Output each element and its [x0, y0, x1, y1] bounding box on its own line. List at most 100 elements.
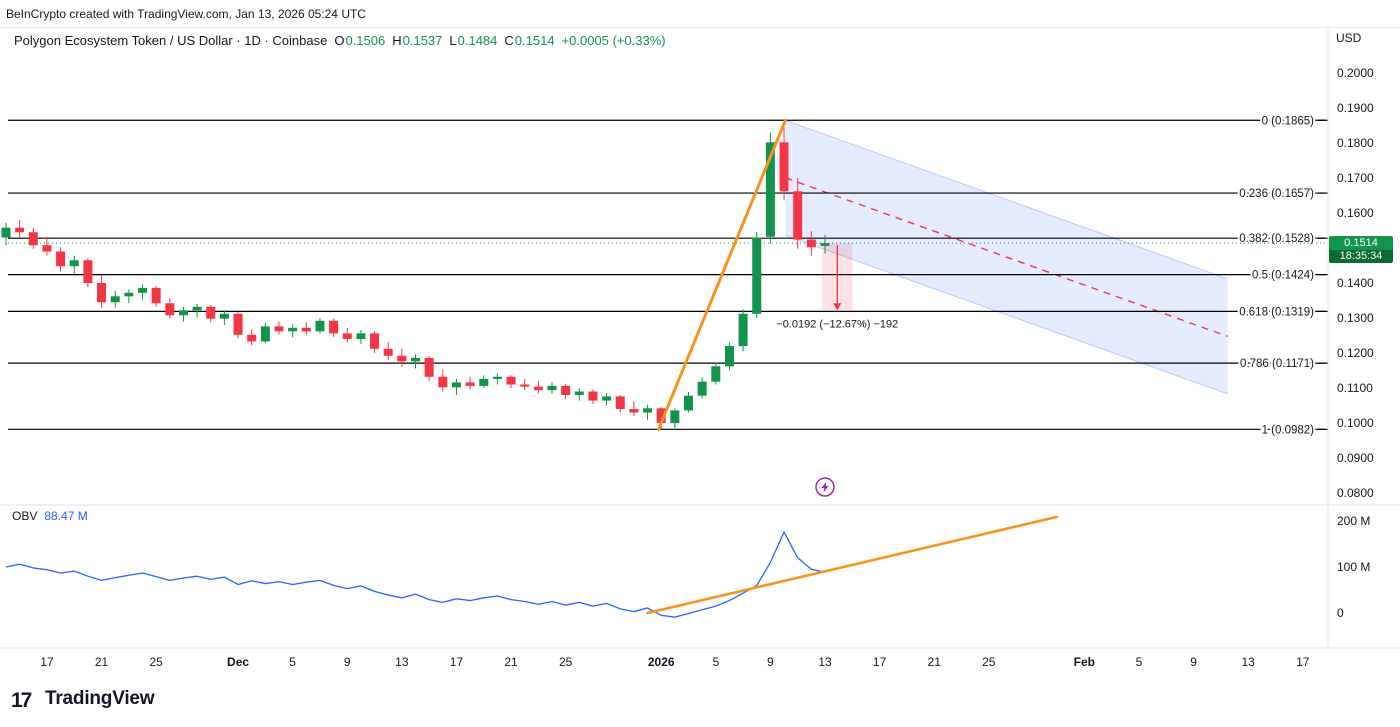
candle-body — [424, 357, 434, 377]
candle-body — [356, 333, 366, 339]
candle-body — [820, 243, 830, 246]
fib-level-label: 0.618 (0.1319) — [1239, 306, 1314, 318]
time-tick-label: Dec — [227, 655, 249, 669]
price-tick-label: 0.1100 — [1337, 381, 1373, 395]
time-tick-label: 13 — [1241, 655, 1255, 669]
price-tick-label: 0.0900 — [1337, 451, 1374, 465]
price-tick-label: 0.1600 — [1337, 206, 1374, 220]
fib-level-label: 0 (0.1865) — [1262, 115, 1315, 127]
candle-body — [178, 310, 188, 316]
candle-body — [274, 326, 284, 332]
obv-label: OBV — [12, 509, 38, 523]
candle-body — [711, 366, 721, 382]
candle-body — [219, 313, 229, 319]
bar-countdown: 18:35:34 — [1329, 250, 1393, 264]
candle-body — [629, 409, 639, 413]
candle-body — [411, 357, 420, 362]
candle-body — [451, 382, 461, 388]
fib-level-label: 0.786 (0.1171) — [1240, 358, 1314, 370]
candle-body — [260, 326, 270, 342]
flash-bolt-icon — [821, 481, 829, 493]
price-tick-label: 0.0800 — [1337, 486, 1374, 500]
price-tick-label: 0.1300 — [1337, 311, 1374, 325]
low-value: 0.1484 — [457, 33, 498, 48]
obv-tick-label: 200 M — [1337, 514, 1370, 528]
channel-midline — [785, 177, 1228, 338]
candle-body — [15, 227, 25, 233]
candle-body — [765, 142, 775, 237]
candle-body — [165, 303, 175, 316]
candle-body — [643, 408, 653, 413]
brand-name[interactable]: TradingView — [45, 688, 155, 709]
candle-body — [192, 306, 202, 311]
candle-body — [315, 320, 325, 332]
price-tick-label: 0.1400 — [1337, 276, 1374, 290]
obv-value: 88.47 M — [44, 509, 88, 523]
candle-body — [602, 396, 612, 401]
candle-body — [547, 385, 557, 391]
candle-body — [561, 385, 571, 395]
candle-body — [533, 386, 543, 391]
time-tick-label: 5 — [712, 655, 719, 669]
channel-top-edge — [785, 119, 1228, 280]
high-value: 0.1537 — [402, 33, 443, 48]
footer: 17 TradingView — [10, 686, 155, 712]
candle-body — [138, 287, 147, 293]
candle-body — [83, 260, 93, 283]
time-tick-label: 25 — [982, 655, 996, 669]
time-tick-label: 25 — [559, 655, 573, 669]
price-range-arrowhead — [833, 303, 842, 311]
attribution-text: BeInCrypto created with TradingView.com,… — [6, 6, 366, 21]
tradingview-logo-icon[interactable]: 17 — [10, 686, 40, 712]
symbol-title[interactable]: Polygon Ecosystem Token / US Dollar · 1D… — [14, 33, 328, 48]
time-tick-label: Feb — [1074, 655, 1095, 669]
ohlc-open: O 0.1506 — [334, 33, 385, 48]
time-tick-label: 17 — [450, 655, 464, 669]
candle-body — [301, 327, 311, 332]
last-price: 0.1514 — [1329, 236, 1393, 251]
candle-body — [1, 227, 11, 238]
candle-body — [247, 334, 257, 342]
candle-body — [752, 237, 762, 314]
time-tick-label: 5 — [289, 655, 296, 669]
candle-body — [615, 396, 625, 409]
candle-body — [329, 320, 339, 334]
candle-body — [670, 410, 680, 423]
ohlc-close: C 0.1514 — [504, 33, 554, 48]
currency-label[interactable]: USD — [1336, 31, 1362, 45]
time-tick-label: 25 — [149, 655, 163, 669]
price-tick-label: 0.2000 — [1337, 66, 1374, 80]
candle-body — [588, 391, 598, 401]
time-tick-label: 9 — [1190, 655, 1197, 669]
candle-body — [97, 283, 107, 303]
price-tick-label: 0.1200 — [1337, 346, 1374, 360]
candle-body — [206, 306, 216, 319]
channel-bottom-edge — [785, 234, 1228, 395]
last-price-badge: 0.1514 18:35:34 — [1329, 236, 1393, 264]
candle-body — [684, 395, 693, 411]
obv-legend[interactable]: OBV 88.47 M — [12, 509, 88, 523]
candle-body — [479, 378, 489, 386]
obv-line — [5, 531, 826, 618]
time-tick-label: 9 — [767, 655, 774, 669]
trendline-drawing[interactable] — [656, 118, 787, 431]
time-tick-label: 13 — [395, 655, 409, 669]
candle-body — [697, 381, 707, 396]
chart-legend[interactable]: Polygon Ecosystem Token / US Dollar · 1D… — [14, 33, 666, 48]
fib-level-label: 0.5 (0.1424) — [1252, 270, 1314, 282]
high-label: H — [392, 33, 402, 48]
time-tick-label: 21 — [928, 655, 942, 669]
open-value: 0.1506 — [345, 33, 386, 48]
change-value: +0.0005 (+0.33%) — [561, 33, 666, 48]
open-label: O — [334, 33, 345, 48]
candle-body — [738, 313, 748, 346]
candle-body — [151, 287, 161, 304]
candle-body — [465, 382, 475, 386]
obv-trendline-drawing[interactable] — [646, 515, 1059, 615]
candle-body — [779, 142, 789, 192]
time-tick-label: 17 — [873, 655, 887, 669]
fib-level-label: 0.236 (0.1657) — [1239, 188, 1314, 200]
attribution-bar: BeInCrypto created with TradingView.com,… — [0, 0, 1400, 28]
